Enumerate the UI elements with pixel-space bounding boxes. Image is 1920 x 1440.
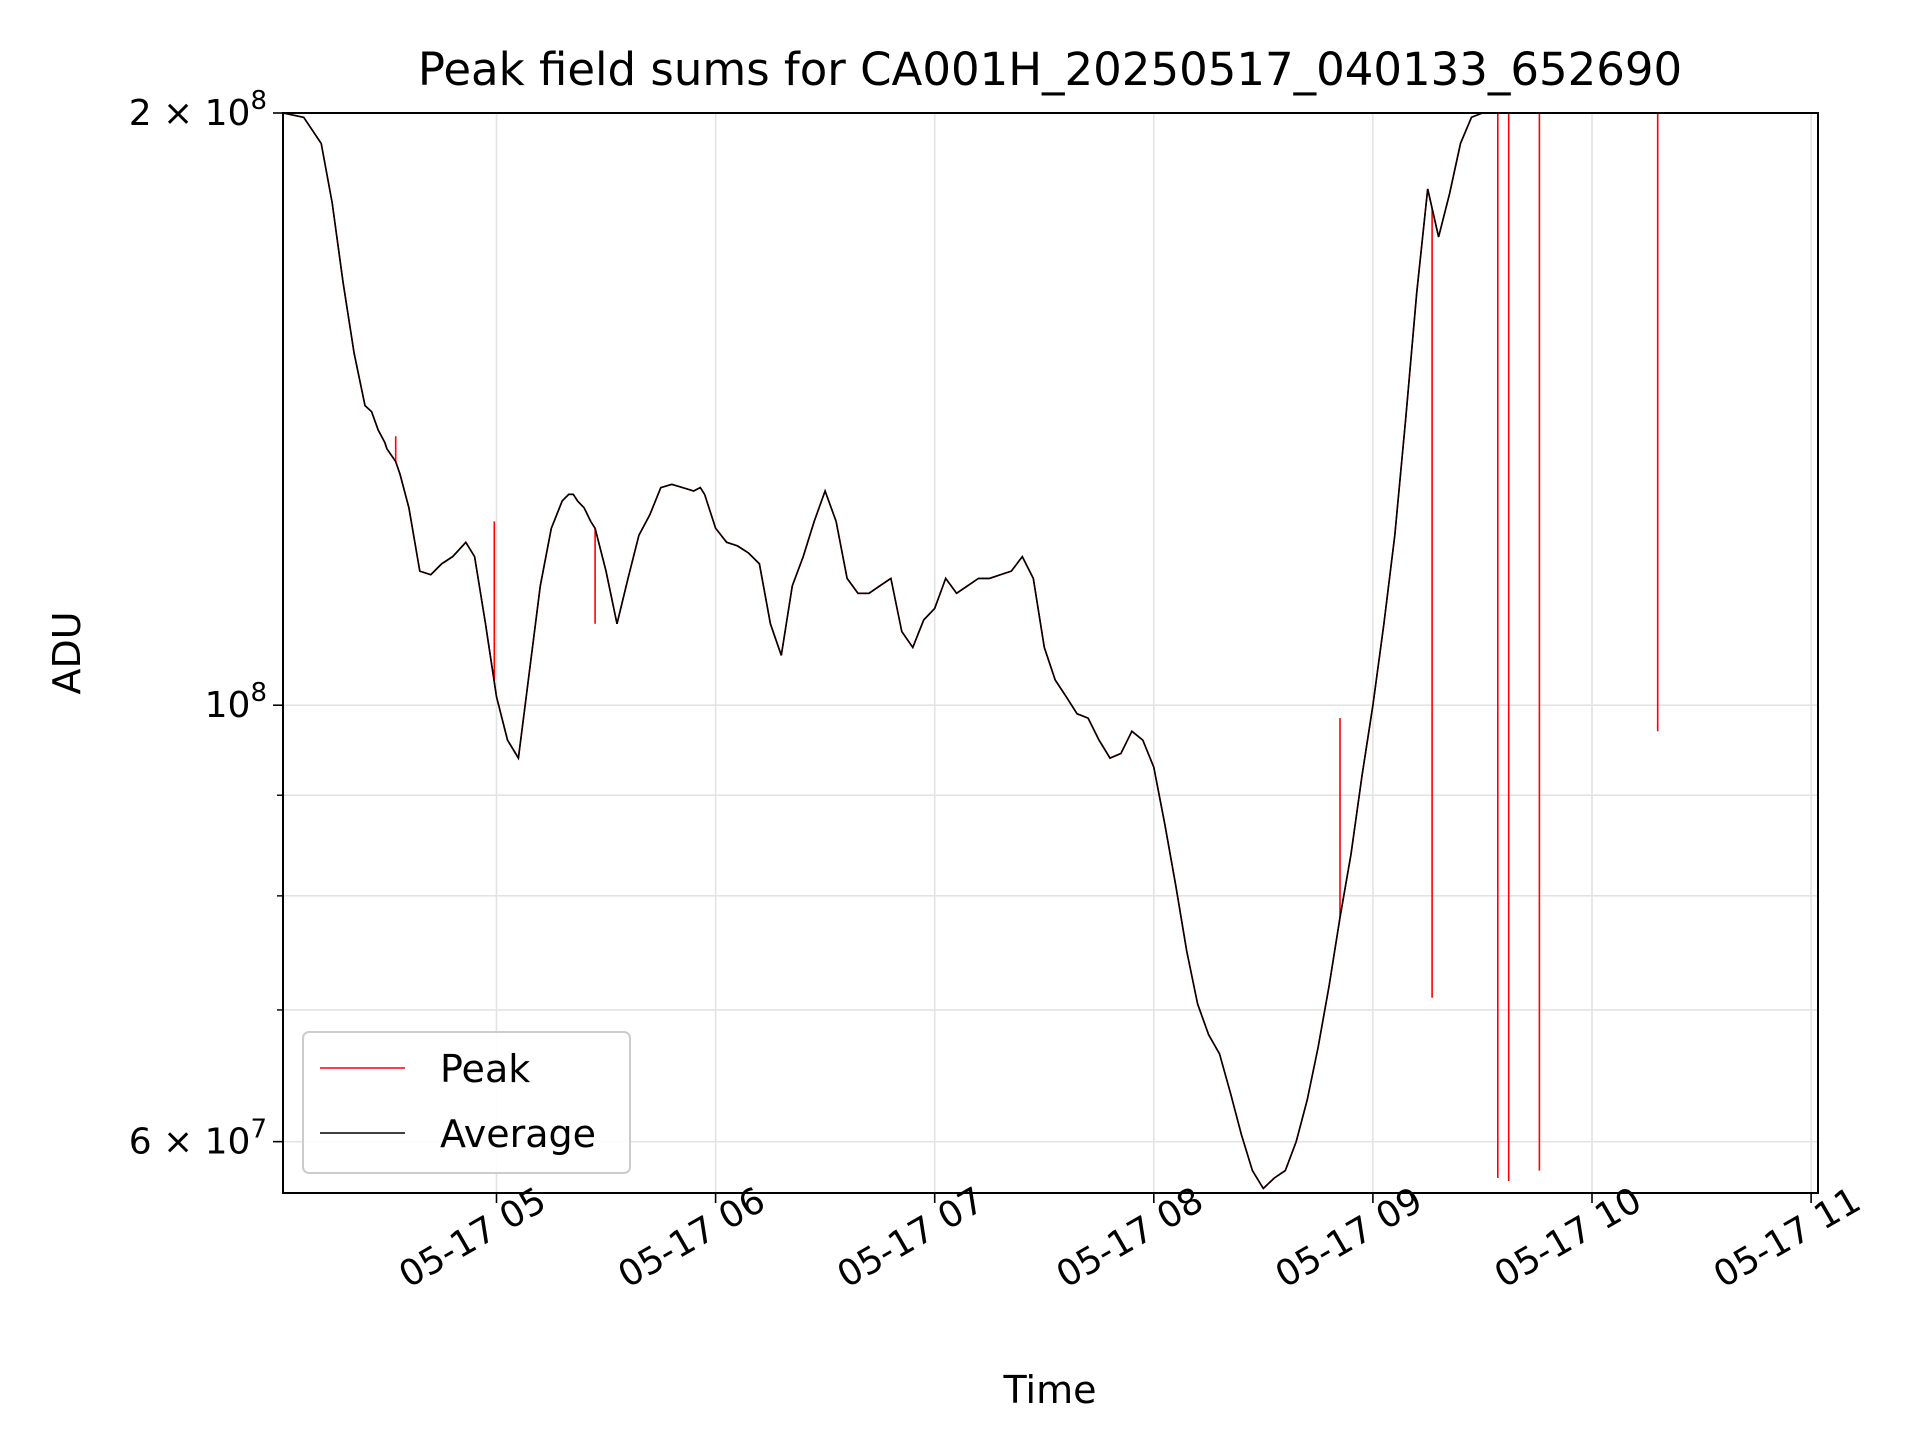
axes-frame bbox=[282, 112, 1819, 1194]
x-ticks: 05-17 05 05-17 06 05-17 07 05-17 08 05-17 09… bbox=[392, 1180, 1867, 1296]
x-tick-label: 05-17 05 bbox=[392, 1180, 553, 1296]
y-tick-label-exponent: 7 bbox=[250, 1115, 267, 1145]
series-peak-line bbox=[282, 112, 1818, 1190]
x-tick-label: 05-17 09 bbox=[1269, 1180, 1430, 1296]
grid-lines bbox=[283, 112, 1818, 1193]
x-axis-label: Time bbox=[1003, 1368, 1097, 1412]
legend: Peak Average bbox=[302, 1031, 631, 1174]
x-tick-label: 05-17 07 bbox=[831, 1180, 992, 1296]
legend-average-label: Average bbox=[440, 1112, 596, 1156]
x-tick-label: 05-17 10 bbox=[1488, 1180, 1649, 1296]
y-tick-label: 108 bbox=[205, 678, 267, 726]
y-tick-label-base: 10 bbox=[205, 685, 251, 726]
x-tick-label: 05-17 11 bbox=[1707, 1180, 1868, 1296]
y-tick-label-base: 2 × 10 bbox=[129, 93, 251, 134]
plot-area bbox=[282, 112, 1818, 1190]
y-tick-label-exponent: 8 bbox=[250, 678, 267, 708]
x-tick-label: 05-17 08 bbox=[1050, 1180, 1211, 1296]
y-tick-label: 6 × 107 bbox=[129, 1115, 267, 1163]
y-tick-label-base: 6 × 10 bbox=[129, 1122, 251, 1163]
x-tick-label: 05-17 06 bbox=[612, 1180, 773, 1296]
legend-peak-label: Peak bbox=[440, 1047, 530, 1091]
series-average-line bbox=[282, 112, 1818, 1190]
y-axis-label: ADU bbox=[45, 611, 89, 694]
chart-title: Peak field sums for CA001H_20250517_0401… bbox=[418, 43, 1682, 96]
y-tick-label: 2 × 108 bbox=[129, 86, 267, 134]
y-tick-label-exponent: 8 bbox=[250, 86, 267, 116]
